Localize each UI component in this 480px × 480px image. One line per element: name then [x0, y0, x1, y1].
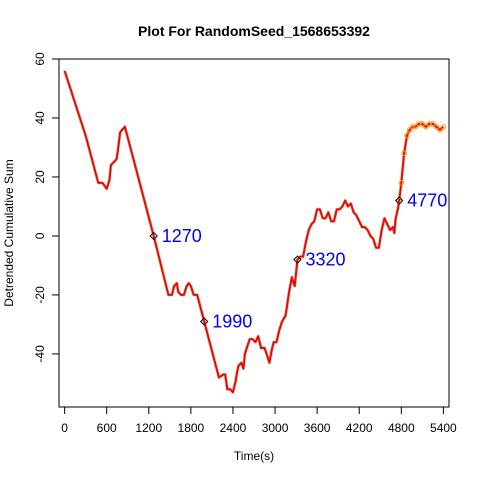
x-tick-label: 600	[97, 421, 117, 435]
y-tick-label: 20	[33, 170, 47, 184]
highlight-point	[440, 124, 447, 130]
annotation-label: 1990	[212, 311, 252, 331]
y-tick-label: -40	[33, 345, 47, 363]
series-halo	[62, 70, 445, 395]
x-tick-label: 1800	[178, 421, 205, 435]
x-tick-label: 2400	[220, 421, 247, 435]
annotation-label: 4770	[407, 191, 447, 211]
highlight-point	[398, 180, 405, 186]
x-tick-label: 0	[61, 421, 68, 435]
x-tick-label: 3600	[304, 421, 331, 435]
series-layer	[62, 70, 447, 395]
plot-frame	[58, 58, 450, 408]
highlight-point	[430, 121, 436, 127]
series-line	[63, 70, 445, 394]
highlight-point	[401, 150, 407, 157]
chart-title: Plot For RandomSeed_1568653392	[138, 23, 370, 39]
x-tick-label: 4800	[388, 421, 415, 435]
annotation-marker	[149, 231, 158, 241]
highlight-point	[416, 121, 422, 127]
highlight-point	[426, 121, 433, 127]
y-tick-label: 0	[33, 232, 47, 239]
y-axis: -40 -20 0 20 40 60	[33, 52, 60, 363]
annotation-layer: 1270 1990 3320 4770	[149, 191, 447, 331]
y-tick-label: 40	[33, 111, 47, 125]
x-axis: 0 600 1200 1800 2400 3000 3600 4200 4800 5400	[61, 406, 457, 435]
x-tick-label: 1200	[135, 421, 162, 435]
highlight-point	[412, 124, 419, 130]
highlight-point	[419, 121, 426, 127]
highlight-point	[433, 124, 440, 130]
annotation-label: 1270	[162, 226, 202, 246]
x-tick-label: 3000	[262, 421, 289, 435]
annotation-marker	[199, 317, 209, 326]
annotation-marker	[293, 255, 302, 264]
annotation-marker	[394, 196, 404, 205]
highlight-point	[409, 124, 416, 130]
annotation-label: 3320	[305, 250, 345, 270]
highlight-point	[404, 132, 410, 139]
y-tick-label: -20	[33, 286, 47, 304]
y-tick-label: 60	[33, 52, 47, 66]
x-tick-label: 5400	[430, 421, 457, 435]
highlight-point	[437, 127, 443, 133]
highlight-point	[396, 197, 402, 204]
x-tick-label: 4200	[346, 421, 373, 435]
highlight-point	[423, 124, 429, 130]
x-axis-label: Time(s)	[234, 449, 274, 463]
highlight-point	[406, 127, 413, 133]
y-axis-label: Detrended Cumulative Sum	[2, 159, 16, 306]
